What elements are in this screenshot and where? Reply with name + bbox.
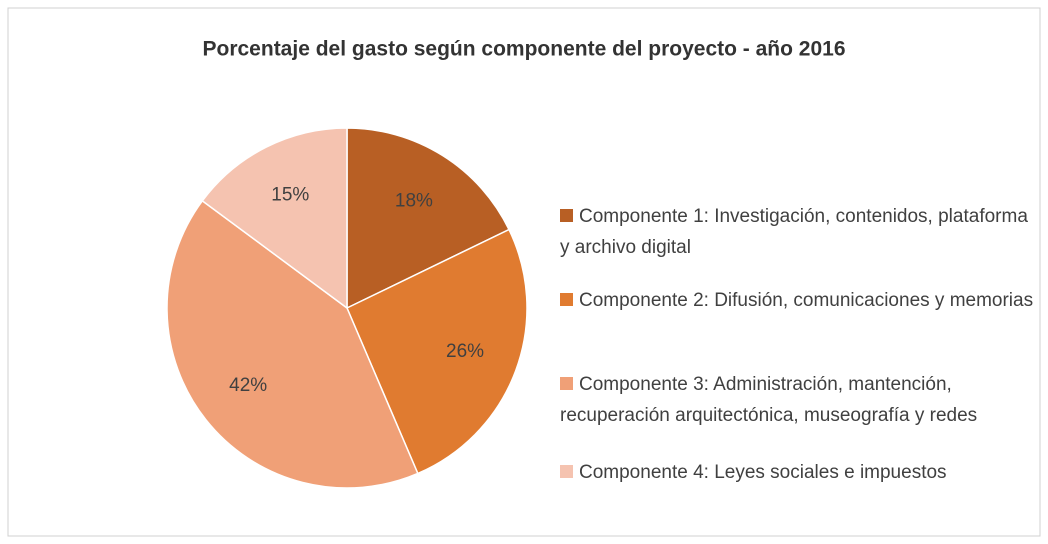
data-label: 42% — [229, 375, 267, 396]
data-label: 18% — [395, 190, 433, 211]
legend-swatch — [560, 209, 573, 222]
legend-entry: Componente 4: Leyes sociales e impuestos — [560, 457, 1035, 488]
legend-swatch — [560, 293, 573, 306]
pie-slice — [201, 127, 348, 310]
legend-label: Componente 3: Administración, mantención… — [560, 374, 978, 426]
legend-swatch — [560, 377, 573, 390]
legend-swatch — [560, 465, 573, 478]
pie-slice — [346, 127, 511, 310]
legend-entry: Componente 1: Investigación, contenidos,… — [560, 201, 1035, 263]
legend-label: Componente 1: Investigación, contenidos,… — [560, 206, 1028, 258]
data-label: 26% — [446, 341, 484, 362]
legend-label: Componente 2: Difusión, comunicaciones y… — [579, 290, 1034, 311]
legend-label: Componente 4: Leyes sociales e impuestos — [579, 462, 947, 483]
pie-slice — [166, 199, 419, 489]
legend-entry: Componente 3: Administración, mantención… — [560, 369, 1035, 431]
chart-title: Porcentaje del gasto según componente de… — [203, 38, 846, 61]
legend-entry: Componente 2: Difusión, comunicaciones y… — [560, 285, 1035, 316]
data-label: 15% — [271, 184, 309, 205]
